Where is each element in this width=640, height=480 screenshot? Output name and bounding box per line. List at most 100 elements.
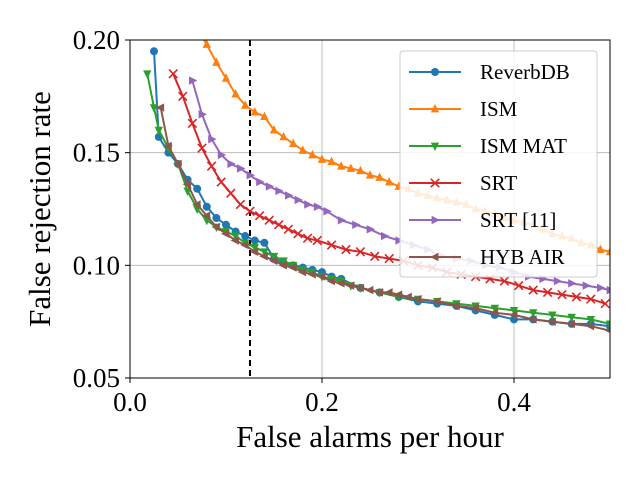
legend-label: SRT — [480, 171, 517, 195]
data-point-ism-mat — [231, 232, 240, 242]
data-point-hyb-air — [355, 283, 364, 293]
marker-stroke — [514, 280, 524, 291]
data-point-ism — [279, 131, 288, 141]
data-point-hyb-air — [336, 279, 345, 288]
data-point-srt — [528, 285, 538, 295]
marker-stroke — [293, 229, 303, 239]
y-tick-label: 0.20 — [73, 25, 120, 55]
data-point-srt-11 — [275, 186, 284, 196]
data-point-srt-11 — [313, 202, 323, 211]
data-point-hyb-air — [230, 236, 239, 245]
y-tick-label: 0.15 — [73, 138, 120, 168]
legend-entry-ism: ISM — [409, 97, 518, 121]
marker-stroke — [235, 199, 246, 210]
data-point-ism-mat — [548, 311, 557, 320]
data-point-ism-mat — [490, 304, 499, 314]
data-point-srt — [586, 294, 596, 304]
data-point-ism — [202, 40, 211, 48]
data-point-hyb-air — [259, 252, 268, 261]
data-point-hyb-air — [173, 159, 182, 169]
data-point-srt — [302, 233, 313, 244]
data-point-srt-11 — [198, 110, 207, 119]
data-point-reverbdb — [212, 214, 221, 223]
marker-stroke — [499, 276, 510, 286]
legend-marker — [431, 68, 439, 76]
marker-stroke — [274, 220, 284, 230]
series-layer — [143, 40, 610, 334]
marker-stroke — [370, 251, 380, 262]
data-point-hyb-air — [269, 256, 278, 266]
legend-marker — [431, 215, 440, 225]
data-point-hyb-air — [489, 308, 499, 317]
marker-stroke — [341, 244, 351, 255]
data-point-hyb-air — [307, 270, 316, 279]
data-point-hyb-air — [384, 288, 393, 297]
data-point-hyb-air — [403, 292, 412, 302]
data-point-srt-11 — [337, 216, 347, 225]
data-point-hyb-air — [163, 141, 172, 151]
data-point-ism — [260, 111, 269, 121]
y-axis-label: False rejection rate — [22, 91, 57, 327]
data-point-srt — [274, 220, 284, 230]
data-point-hyb-air — [192, 200, 201, 209]
data-point-srt — [293, 229, 303, 239]
data-point-srt — [600, 298, 610, 309]
data-point-srt — [341, 244, 351, 255]
data-point-hyb-air — [317, 272, 326, 281]
data-point-srt-11 — [246, 171, 255, 180]
data-point-hyb-air — [345, 281, 355, 290]
marker-stroke — [197, 143, 207, 153]
data-point-ism-mat — [260, 248, 269, 257]
data-point-hyb-air — [451, 301, 460, 311]
y-tick-label: 0.10 — [73, 250, 120, 280]
data-point-srt — [557, 289, 567, 300]
legend-label: ReverbDB — [480, 60, 570, 84]
data-point-hyb-air — [605, 328, 610, 334]
data-point-reverbdb — [150, 47, 158, 56]
data-point-ism-mat — [154, 126, 163, 136]
data-point-hyb-air — [365, 285, 374, 295]
data-point-ism — [241, 100, 250, 109]
data-point-ism — [250, 107, 259, 116]
legend-box — [399, 50, 598, 278]
marker-stroke — [355, 247, 366, 257]
marker-stroke — [571, 292, 582, 302]
data-point-hyb-air — [288, 263, 297, 272]
data-point-hyb-air — [413, 294, 422, 304]
x-axis-label: False alarms per hour — [236, 419, 504, 454]
data-point-ism — [356, 165, 365, 175]
data-point-srt-11 — [606, 285, 610, 295]
data-point-hyb-air — [278, 261, 287, 270]
data-point-srt — [254, 210, 265, 221]
x-tick-label: 0.0 — [113, 387, 147, 417]
marker-stroke — [600, 298, 610, 309]
data-point-srt — [384, 253, 394, 264]
data-point-srt — [168, 69, 178, 79]
marker-stroke — [178, 91, 188, 102]
data-point-srt-11 — [597, 283, 606, 293]
data-point-srt-11 — [323, 207, 332, 216]
data-point-hyb-air — [374, 288, 383, 297]
marker-stroke — [384, 253, 394, 264]
marker-stroke — [264, 215, 274, 226]
data-point-srt-11 — [352, 220, 361, 229]
x-tick-label: 0.4 — [497, 387, 531, 417]
legend-marker — [430, 142, 440, 151]
data-point-srt-11 — [294, 195, 303, 205]
data-point-srt-11 — [366, 225, 375, 234]
data-point-srt — [206, 161, 217, 171]
data-point-reverbdb — [241, 232, 250, 241]
data-point-ism-mat — [149, 104, 159, 113]
data-point-reverbdb — [260, 238, 269, 247]
marker-stroke — [528, 285, 538, 295]
data-point-srt — [216, 177, 226, 187]
data-point-ism — [605, 246, 610, 256]
data-point-srt — [355, 247, 366, 257]
legend: ReverbDB ISM ISM MAT SRT SRT [11] HYB AIR — [399, 50, 598, 278]
tick-layer: 0.0 0.2 0.4 0.05 0.10 0.15 0.20 — [73, 25, 532, 417]
data-point-ism — [212, 57, 221, 66]
data-point-ism — [298, 145, 307, 154]
data-point-ism-mat — [250, 243, 259, 253]
data-point-hyb-air — [585, 321, 595, 331]
legend-entry-ism-mat: ISM MAT — [409, 134, 567, 158]
